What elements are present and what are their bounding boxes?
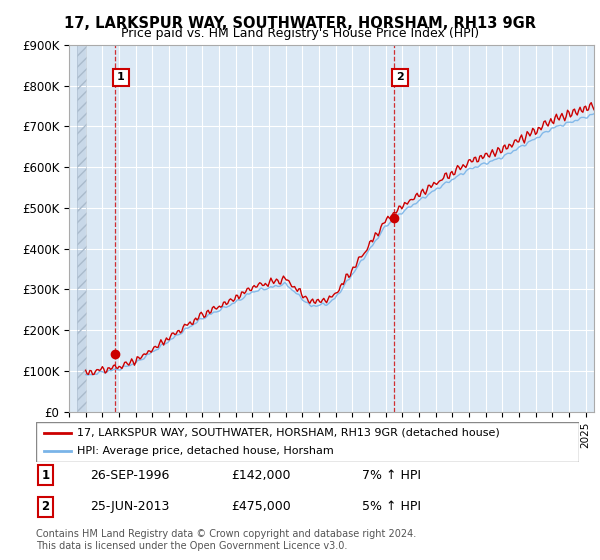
Text: HPI: Average price, detached house, Horsham: HPI: Average price, detached house, Hors… bbox=[77, 446, 334, 456]
Text: £142,000: £142,000 bbox=[232, 469, 291, 482]
Text: 7% ↑ HPI: 7% ↑ HPI bbox=[362, 469, 421, 482]
Text: £475,000: £475,000 bbox=[232, 500, 291, 513]
Text: Price paid vs. HM Land Registry's House Price Index (HPI): Price paid vs. HM Land Registry's House … bbox=[121, 27, 479, 40]
Text: 2: 2 bbox=[396, 72, 404, 82]
Text: 2: 2 bbox=[41, 500, 50, 513]
Text: 26-SEP-1996: 26-SEP-1996 bbox=[91, 469, 170, 482]
Text: 17, LARKSPUR WAY, SOUTHWATER, HORSHAM, RH13 9GR: 17, LARKSPUR WAY, SOUTHWATER, HORSHAM, R… bbox=[64, 16, 536, 31]
Text: 17, LARKSPUR WAY, SOUTHWATER, HORSHAM, RH13 9GR (detached house): 17, LARKSPUR WAY, SOUTHWATER, HORSHAM, R… bbox=[77, 428, 499, 437]
Text: 1: 1 bbox=[41, 469, 50, 482]
Text: 25-JUN-2013: 25-JUN-2013 bbox=[91, 500, 170, 513]
Text: 5% ↑ HPI: 5% ↑ HPI bbox=[362, 500, 421, 513]
Text: Contains HM Land Registry data © Crown copyright and database right 2024.
This d: Contains HM Land Registry data © Crown c… bbox=[36, 529, 416, 551]
Text: 1: 1 bbox=[117, 72, 125, 82]
